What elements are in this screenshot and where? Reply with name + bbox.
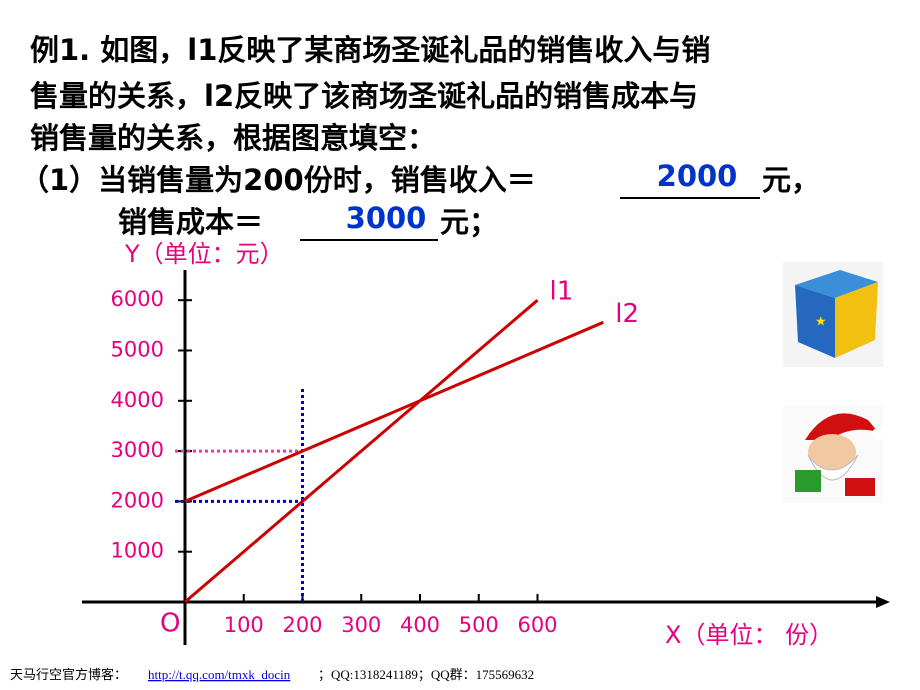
gift-box: ★ [783,262,883,367]
x-tick-label: 400 [400,613,440,637]
santa [783,405,884,503]
series-line [184,299,539,604]
y-tick-label: 6000 [111,287,164,311]
y-tick-label: 2000 [111,488,164,512]
answer: 3000 [346,201,427,235]
origin-label: O [160,609,180,639]
y-tick-label: 4000 [111,388,164,412]
footer-contact: ；QQ:1318241189；QQ群：175569632 [318,667,534,683]
problem-line: 销售量的关系，根据图意填空： [30,121,436,155]
series-label: l2 [615,299,639,329]
footer-label: 天马行空官方博客： [10,667,127,682]
x-tick-label: 600 [517,613,557,637]
question-text: 元； [440,205,498,239]
problem-line: 售量的关系，l2反映了该商场圣诞礼品的销售成本与 [30,79,698,113]
y-tick-label: 5000 [111,337,164,361]
y-tick-label: 3000 [111,438,164,462]
box-art: ★ [815,315,827,330]
footer-link[interactable]: http://t.qq.com/tmxk_docin [148,667,291,682]
x-tick-label: 300 [341,613,381,637]
problem-line: 例1. 如图，l1反映了某商场圣诞礼品的销售收入与销 [30,33,710,67]
question-text: （1）当销售量为200份时，销售收入＝ [20,163,536,197]
answer: 2000 [657,159,738,193]
question-text: 元， [762,163,820,197]
x-tick-label: 100 [224,613,264,637]
x-axis-label: X（单位： 份） [665,621,833,649]
x-tick-label: 200 [282,613,322,637]
y-tick-label: 1000 [111,539,164,563]
x-tick-label: 500 [459,613,499,637]
series-line [184,320,604,503]
y-axis-label: Y（单位：元） [124,240,284,268]
question-text: 销售成本＝ [118,205,263,239]
series-label: l1 [550,277,574,307]
x-axis-arrow [876,596,890,608]
